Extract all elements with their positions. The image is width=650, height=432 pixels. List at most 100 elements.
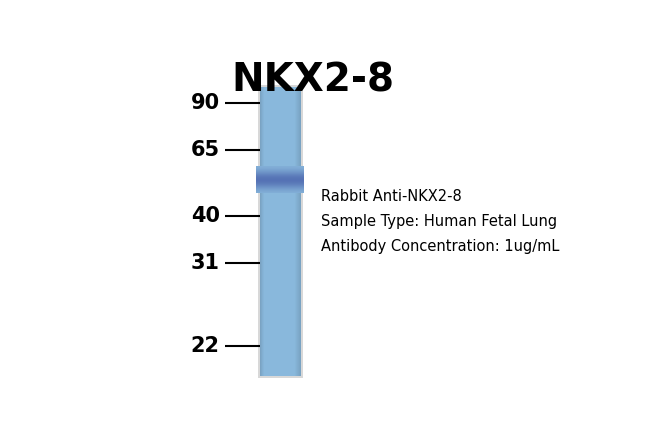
Bar	[282, 87, 283, 376]
Bar	[266, 87, 267, 376]
Bar	[265, 87, 266, 376]
Bar	[285, 87, 287, 376]
Bar	[290, 87, 291, 376]
Bar	[256, 177, 304, 178]
Bar	[262, 87, 263, 376]
Bar	[262, 87, 263, 376]
Bar	[256, 171, 304, 172]
Bar	[256, 171, 304, 172]
Bar	[264, 87, 265, 376]
Bar	[298, 87, 299, 376]
Bar	[256, 175, 304, 176]
Bar	[283, 87, 284, 376]
Bar	[256, 191, 304, 192]
Bar	[256, 172, 304, 173]
Bar	[277, 87, 278, 376]
Bar	[285, 87, 286, 376]
Bar	[282, 87, 283, 376]
Bar	[256, 179, 304, 180]
Bar	[261, 87, 262, 376]
Bar	[292, 87, 293, 376]
Bar	[276, 87, 277, 376]
Bar	[300, 87, 301, 376]
Bar	[256, 173, 304, 174]
Bar	[256, 181, 304, 182]
Bar	[273, 87, 274, 376]
Bar	[293, 87, 294, 376]
Bar	[287, 87, 288, 376]
Bar	[256, 169, 304, 170]
Bar	[256, 174, 304, 175]
Bar	[271, 87, 272, 376]
Bar	[293, 87, 294, 376]
Bar	[256, 183, 304, 184]
Bar	[268, 87, 269, 376]
Bar	[270, 87, 271, 376]
Bar	[269, 87, 270, 376]
Bar	[280, 87, 281, 376]
Bar	[256, 192, 304, 193]
Bar	[270, 87, 271, 376]
Bar	[283, 87, 284, 376]
Text: 40: 40	[191, 206, 220, 226]
Bar	[256, 169, 304, 170]
Bar	[269, 87, 270, 376]
Bar	[261, 87, 262, 376]
Bar	[262, 87, 263, 376]
Bar	[256, 167, 304, 168]
Bar	[293, 87, 294, 376]
Bar	[290, 87, 291, 376]
Bar	[279, 87, 280, 376]
Bar	[256, 185, 304, 186]
Bar	[256, 176, 304, 177]
Bar	[256, 180, 304, 181]
Bar	[256, 170, 304, 171]
Bar	[298, 87, 299, 376]
Text: Sample Type: Human Fetal Lung: Sample Type: Human Fetal Lung	[320, 214, 556, 229]
Bar	[281, 87, 282, 376]
Bar	[285, 87, 286, 376]
Bar	[290, 87, 291, 376]
Bar	[297, 87, 298, 376]
Bar	[256, 168, 304, 169]
Bar	[276, 87, 278, 376]
Bar	[256, 187, 304, 188]
Text: 22: 22	[191, 336, 220, 356]
Bar	[267, 87, 268, 376]
Bar	[273, 87, 274, 376]
Bar	[256, 190, 304, 191]
Bar	[284, 87, 285, 376]
Bar	[279, 87, 280, 376]
Bar	[264, 87, 265, 376]
Bar	[279, 87, 280, 376]
Bar	[265, 87, 266, 376]
Bar	[283, 87, 285, 376]
Bar	[263, 87, 264, 376]
Bar	[291, 87, 292, 376]
Bar	[256, 173, 304, 174]
Bar	[256, 178, 304, 179]
Bar	[256, 189, 304, 190]
Bar	[288, 87, 289, 376]
Bar	[261, 87, 262, 376]
Bar	[296, 87, 297, 376]
Bar	[291, 87, 292, 376]
Bar	[256, 182, 304, 183]
Bar	[256, 190, 304, 191]
Bar	[278, 87, 279, 376]
Bar	[274, 87, 276, 376]
Text: 65: 65	[190, 140, 220, 160]
Bar	[256, 170, 304, 171]
Bar	[280, 87, 281, 376]
Bar	[268, 87, 270, 376]
Bar	[256, 192, 304, 193]
Bar	[292, 87, 293, 376]
Bar	[278, 87, 279, 376]
Bar	[272, 87, 273, 376]
Bar	[299, 87, 300, 376]
Bar	[297, 87, 298, 376]
Bar	[299, 87, 300, 376]
Bar	[256, 179, 304, 180]
Bar	[256, 178, 304, 179]
Bar	[268, 87, 269, 376]
